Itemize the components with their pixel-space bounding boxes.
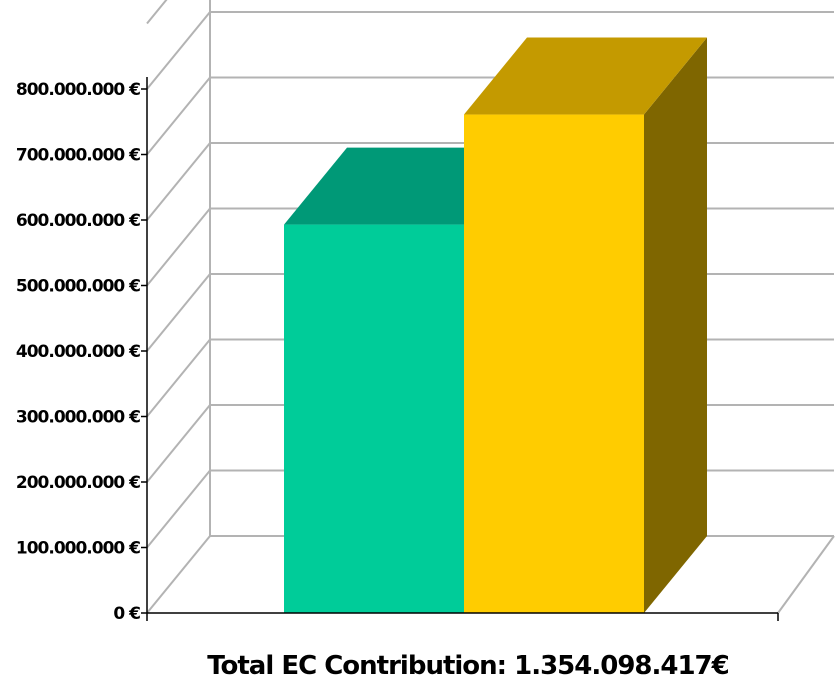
gridline-diagonal (146, 76, 211, 156)
bar-side (644, 37, 707, 614)
bar-2 (464, 37, 707, 614)
gridline-diagonal (146, 142, 211, 221)
bar-top (464, 37, 707, 115)
gridline-diagonal (146, 338, 211, 418)
gridline-diagonal (146, 273, 211, 352)
floor-right-edge (777, 535, 835, 614)
y-tick-label: 600.000.000 € (16, 211, 140, 231)
bar-front (284, 224, 464, 613)
gridline-diagonal (146, 207, 211, 287)
bars (284, 37, 707, 614)
y-tick-label: 500.000.000 € (16, 277, 140, 297)
gridline-diagonal (146, 0, 168, 25)
bar-front (464, 114, 644, 614)
y-tick-label: 800.000.000 € (16, 80, 140, 100)
gridline-diagonal (146, 469, 211, 549)
gridline-diagonal (146, 404, 211, 483)
y-tick-label: 700.000.000 € (16, 146, 140, 166)
y-tick-label: 200.000.000 € (16, 473, 140, 493)
y-tick-label: 100.000.000 € (16, 539, 140, 559)
gridline-diagonal (146, 11, 211, 90)
gridline-diagonal (146, 535, 211, 614)
y-tick-label: 0 € (113, 604, 140, 624)
y-axis: 0 € 100.000.000 € 200.000.000 € 300.000.000… (16, 77, 779, 624)
y-tick-label: 400.000.000 € (16, 342, 140, 362)
y-tick-label: 300.000.000 € (16, 408, 140, 428)
x-axis-label: Total EC Contribution: 1.354.098.417€ (207, 651, 729, 681)
